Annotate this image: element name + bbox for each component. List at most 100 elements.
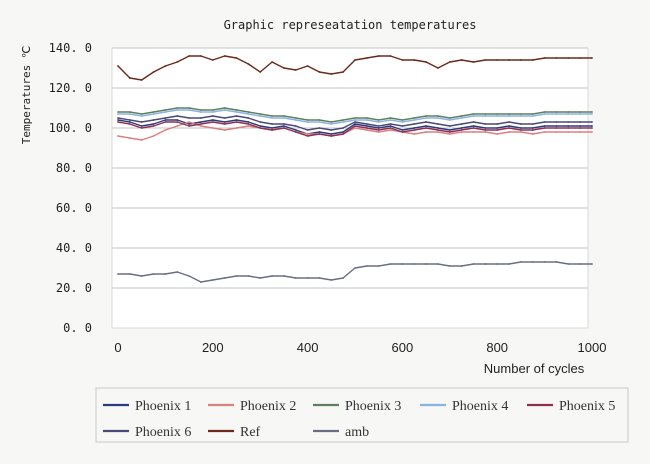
data-point bbox=[425, 125, 427, 127]
data-point bbox=[342, 71, 345, 73]
data-point bbox=[555, 111, 558, 113]
data-point bbox=[448, 131, 451, 133]
data-point bbox=[211, 127, 214, 129]
data-point bbox=[579, 57, 582, 59]
data-point bbox=[354, 117, 356, 119]
data-point bbox=[342, 127, 345, 129]
data-point bbox=[271, 127, 273, 129]
data-point bbox=[448, 125, 451, 127]
data-point bbox=[223, 117, 226, 119]
data-point bbox=[496, 127, 499, 129]
data-point bbox=[211, 109, 214, 111]
data-point bbox=[437, 131, 439, 133]
data-point bbox=[211, 121, 214, 123]
data-point bbox=[211, 279, 214, 281]
data-point bbox=[283, 115, 285, 117]
data-point bbox=[531, 113, 534, 115]
data-point bbox=[389, 263, 392, 265]
data-point bbox=[437, 263, 439, 265]
data-point bbox=[164, 273, 167, 275]
data-point bbox=[188, 117, 191, 119]
data-point bbox=[117, 135, 119, 137]
series-amb bbox=[117, 261, 593, 283]
data-point bbox=[472, 113, 475, 115]
data-point bbox=[259, 71, 262, 73]
data-point bbox=[128, 121, 131, 123]
x-tick-label: 1000 bbox=[578, 340, 607, 355]
data-point bbox=[496, 123, 499, 125]
data-point bbox=[448, 117, 451, 119]
data-point bbox=[211, 119, 214, 121]
data-point bbox=[567, 113, 570, 115]
data-point bbox=[472, 61, 475, 63]
data-point bbox=[176, 115, 179, 117]
legend-item: amb bbox=[313, 425, 369, 440]
data-point bbox=[365, 117, 368, 119]
data-point bbox=[283, 123, 285, 125]
data-point bbox=[555, 261, 558, 263]
data-point bbox=[555, 113, 558, 115]
data-point bbox=[330, 123, 333, 125]
data-point bbox=[223, 107, 226, 109]
data-point bbox=[223, 109, 226, 111]
data-point bbox=[365, 123, 368, 125]
data-point bbox=[164, 65, 167, 67]
data-point bbox=[508, 115, 510, 117]
data-point bbox=[294, 69, 297, 71]
data-point bbox=[520, 127, 522, 129]
data-point bbox=[152, 71, 155, 73]
y-tick-label: 40. 0 bbox=[56, 241, 92, 255]
data-point bbox=[591, 121, 593, 123]
data-point bbox=[176, 107, 179, 109]
legend-item: Ref bbox=[208, 425, 261, 440]
data-point bbox=[425, 121, 427, 123]
data-point bbox=[377, 127, 380, 129]
data-point bbox=[128, 137, 131, 139]
data-point bbox=[318, 277, 321, 279]
data-point bbox=[389, 125, 392, 127]
data-point bbox=[247, 123, 250, 125]
data-point bbox=[188, 109, 191, 111]
data-point bbox=[484, 113, 487, 115]
data-point bbox=[520, 59, 522, 61]
data-point bbox=[413, 59, 416, 61]
data-point bbox=[140, 79, 143, 81]
data-point bbox=[271, 61, 273, 63]
legend-box bbox=[95, 387, 629, 443]
data-point bbox=[200, 117, 202, 119]
data-point bbox=[377, 131, 380, 133]
series-ref bbox=[117, 55, 593, 81]
data-point bbox=[188, 55, 191, 57]
legend-label: Phoenix 5 bbox=[559, 399, 615, 414]
data-point bbox=[140, 275, 143, 277]
data-point bbox=[128, 111, 131, 113]
data-point bbox=[460, 265, 463, 267]
data-point bbox=[342, 119, 345, 121]
data-point bbox=[211, 59, 214, 61]
data-point bbox=[140, 121, 143, 123]
data-point bbox=[188, 121, 191, 123]
data-point bbox=[140, 115, 143, 117]
data-point bbox=[294, 131, 297, 133]
legend-item: Phoenix 6 bbox=[103, 425, 191, 440]
data-point bbox=[283, 125, 285, 127]
data-point bbox=[164, 119, 167, 121]
data-point bbox=[472, 121, 475, 123]
data-point bbox=[318, 121, 321, 123]
data-point bbox=[520, 261, 522, 263]
data-point bbox=[117, 111, 119, 113]
data-point bbox=[306, 65, 309, 67]
data-point bbox=[437, 123, 439, 125]
series-phoenix-3 bbox=[117, 107, 593, 123]
data-point bbox=[591, 131, 593, 133]
data-point bbox=[176, 61, 179, 63]
data-point bbox=[140, 113, 143, 115]
data-point bbox=[176, 121, 179, 123]
data-point bbox=[294, 125, 297, 127]
data-point bbox=[354, 121, 356, 123]
data-point bbox=[437, 127, 439, 129]
data-point bbox=[531, 115, 534, 117]
data-point bbox=[128, 123, 131, 125]
data-point bbox=[342, 131, 345, 133]
legend-label: Phoenix 4 bbox=[452, 399, 508, 414]
